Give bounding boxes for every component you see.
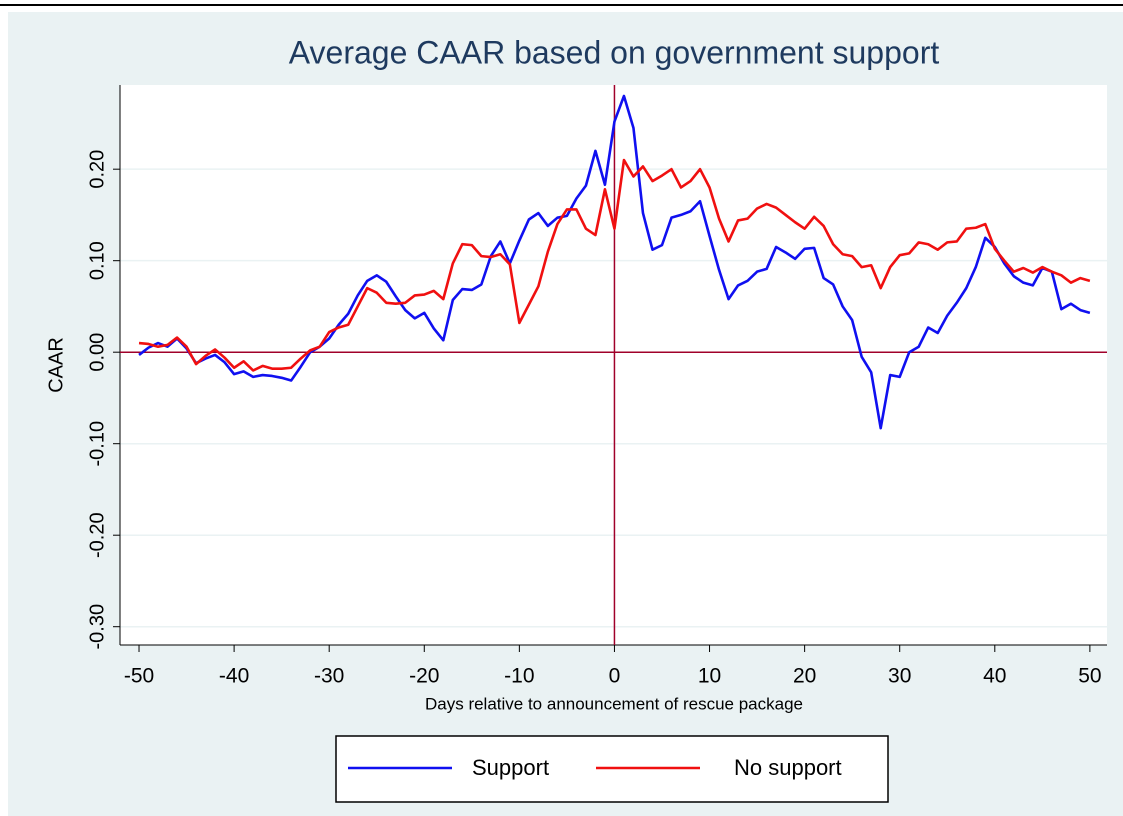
x-tick-label: -10	[504, 665, 534, 688]
x-tick-label: 40	[983, 665, 1006, 688]
x-tick-label: -40	[219, 665, 249, 688]
y-tick-label: 0.00	[86, 333, 108, 372]
y-tick-label: -0.20	[86, 512, 108, 558]
x-axis-title: Days relative to announcement of rescue …	[425, 694, 803, 713]
y-axis-title: CAAR	[45, 337, 67, 393]
series-line	[138, 94, 1091, 430]
x-tick-label: -20	[409, 665, 439, 688]
legend-label: Support	[472, 755, 549, 780]
series-line	[138, 158, 1091, 372]
x-tick-label: 50	[1078, 665, 1101, 688]
x-tick-label: 20	[793, 665, 816, 688]
x-tick-label: -30	[314, 665, 344, 688]
y-tick-label: 0.10	[86, 241, 108, 280]
y-tick-label: -0.30	[86, 604, 108, 650]
x-tick-label: 0	[609, 665, 621, 688]
chart-title: Average CAAR based on government support	[289, 34, 940, 70]
y-tick-label: -0.10	[86, 421, 108, 467]
y-tick-label: 0.20	[86, 150, 108, 189]
plot-area	[120, 85, 1107, 645]
legend-label: No support	[734, 755, 842, 780]
x-tick-label: 30	[888, 665, 911, 688]
x-tick-label: -50	[124, 665, 154, 688]
x-tick-label: 10	[698, 665, 721, 688]
